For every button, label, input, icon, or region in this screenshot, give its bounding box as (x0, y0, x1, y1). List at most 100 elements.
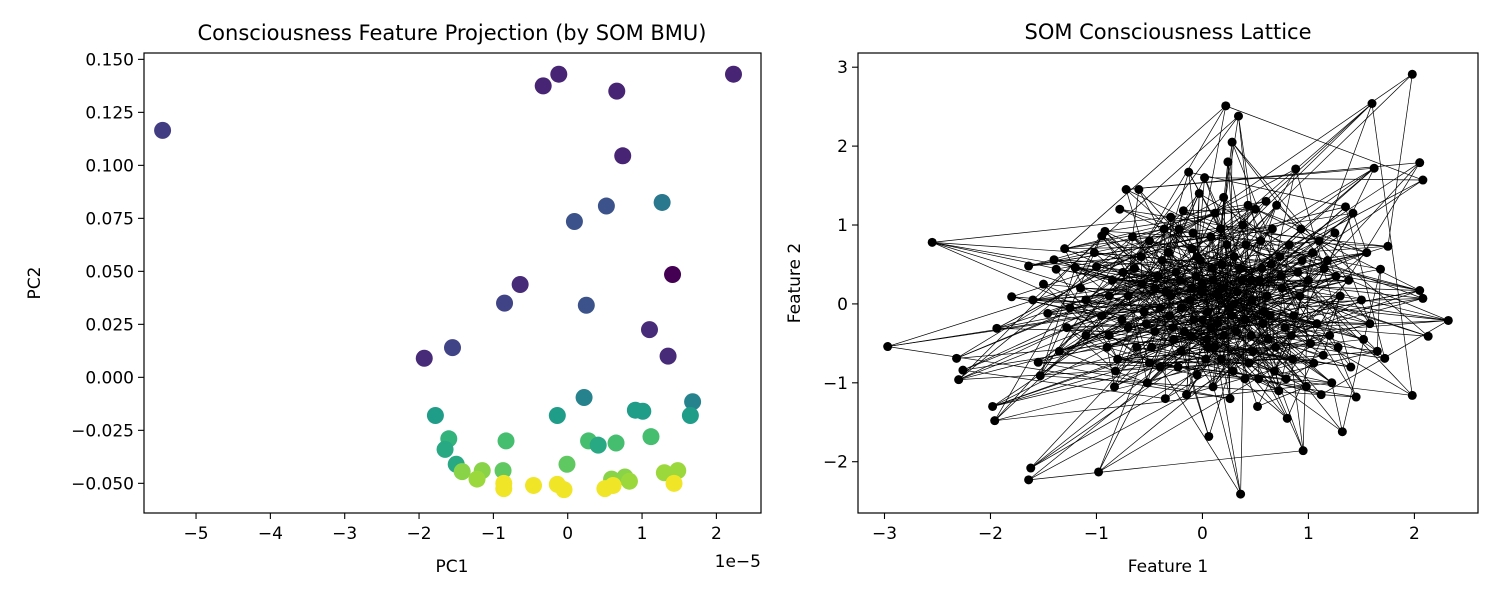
lattice-edge (1064, 105, 1226, 249)
lattice-node (1298, 446, 1308, 456)
lattice-node (1272, 200, 1282, 210)
lattice-node (1192, 252, 1202, 262)
lattice-ylabel: Feature 2 (785, 243, 805, 323)
lattice-node (1100, 226, 1110, 236)
lattice-node (1367, 98, 1377, 108)
lattice-edge (1121, 103, 1373, 320)
lattice-node (1225, 394, 1235, 404)
lattice-edge (1322, 295, 1341, 356)
lattice-edge (1221, 161, 1229, 265)
lattice-node (1331, 271, 1341, 281)
lattice-node (1247, 295, 1257, 305)
lattice-edge (1168, 252, 1197, 277)
lattice-node (1174, 224, 1184, 234)
lattice-edge (996, 328, 1252, 336)
lattice-node (1288, 354, 1298, 364)
lattice-node (1200, 173, 1210, 183)
lattice-edge (1387, 74, 1413, 247)
lattice-edge (1056, 228, 1273, 270)
scatter-ticks: −5 −4 −3 −2 −1 0 1 2 −0.050 −0.025 0.000 0.025 0.050… (71, 50, 722, 544)
lattice-node (1185, 295, 1195, 305)
scatter-title: Consciousness Feature Projection (by SOM… (198, 21, 707, 45)
lattice-node (1203, 307, 1213, 317)
lattice-xtick-label: 1 (1303, 524, 1314, 544)
scatter-point (154, 121, 172, 139)
lattice-node (1282, 413, 1292, 423)
scatter-xtick-label: 2 (711, 524, 722, 544)
scatter-point (597, 197, 615, 215)
lattice-node (1121, 185, 1131, 195)
scatter-ytick-label: 0.125 (85, 103, 134, 123)
lattice-node (1209, 342, 1219, 352)
lattice-node (1097, 311, 1107, 321)
lattice-node (1308, 248, 1318, 258)
lattice-node (1204, 431, 1214, 441)
lattice-node (1219, 192, 1229, 202)
lattice-edge (1147, 290, 1420, 384)
lattice-node (1291, 164, 1301, 174)
scatter-point (589, 436, 607, 454)
lattice-ytick-label: 0 (837, 295, 848, 315)
lattice-node (1203, 342, 1213, 352)
lattice-edge (1157, 275, 1233, 317)
lattice-node (988, 401, 998, 411)
lattice-node (1207, 263, 1217, 273)
lattice-node (1362, 248, 1372, 258)
lattice-node (1333, 342, 1343, 352)
lattice-node (1150, 327, 1160, 337)
lattice-node (1418, 175, 1428, 185)
lattice-edges (887, 74, 1449, 495)
lattice-edge (992, 335, 1292, 407)
lattice-node (1303, 275, 1313, 285)
lattice-node (1407, 69, 1417, 79)
lattice-node (1137, 279, 1147, 289)
scatter-point (724, 65, 742, 83)
lattice-node (1206, 232, 1216, 242)
lattice-node (1253, 401, 1263, 411)
lattice-node (1407, 390, 1417, 400)
lattice-edge (1223, 197, 1413, 396)
scatter-xtick-label: −1 (481, 524, 506, 544)
lattice-edge (1134, 268, 1318, 324)
lattice-node (1369, 163, 1379, 173)
lattice-node (1184, 167, 1194, 177)
lattice-edge (1149, 346, 1208, 364)
lattice-node (1194, 188, 1204, 198)
scatter-axes-frame (143, 52, 762, 514)
scatter-point (550, 65, 568, 83)
lattice-title: SOM Consciousness Lattice (1024, 20, 1311, 44)
lattice-node (1118, 267, 1128, 277)
lattice-node (1166, 212, 1176, 222)
lattice-edge (1238, 116, 1249, 206)
lattice-node (958, 365, 968, 375)
lattice-node (1227, 311, 1237, 321)
lattice-node (1423, 331, 1433, 341)
lattice-node (1176, 303, 1186, 313)
lattice-edge (958, 362, 1250, 381)
lattice-edge (1241, 167, 1375, 281)
lattice-xtick-label: −2 (978, 524, 1003, 544)
lattice-node (1246, 275, 1256, 285)
lattice-xtick-label: −1 (1084, 524, 1109, 544)
scatter-point (426, 406, 444, 424)
lattice-edge (1231, 276, 1282, 317)
lattice-node (1139, 307, 1149, 317)
lattice-edge (1196, 236, 1212, 375)
lattice-node (1250, 204, 1260, 214)
scatter-point (659, 347, 677, 365)
lattice-node (1383, 241, 1393, 251)
lattice-node (1261, 196, 1271, 206)
scatter-xtick-label: −2 (407, 524, 432, 544)
lattice-node (1262, 291, 1272, 301)
scatter-ytick-label: 0.000 (85, 368, 134, 388)
scatter-point (415, 349, 433, 367)
lattice-edge (1101, 105, 1227, 316)
lattice-node (1222, 240, 1232, 250)
lattice-node (1051, 264, 1061, 274)
lattice-node (1415, 285, 1425, 295)
lattice-node (1024, 475, 1034, 485)
lattice-node (1062, 323, 1072, 333)
lattice-node (1270, 366, 1280, 376)
lattice-chart: SOM Consciousness Lattice −3 −2 −1 0 1 2 −2 −1 0… (785, 20, 1479, 577)
